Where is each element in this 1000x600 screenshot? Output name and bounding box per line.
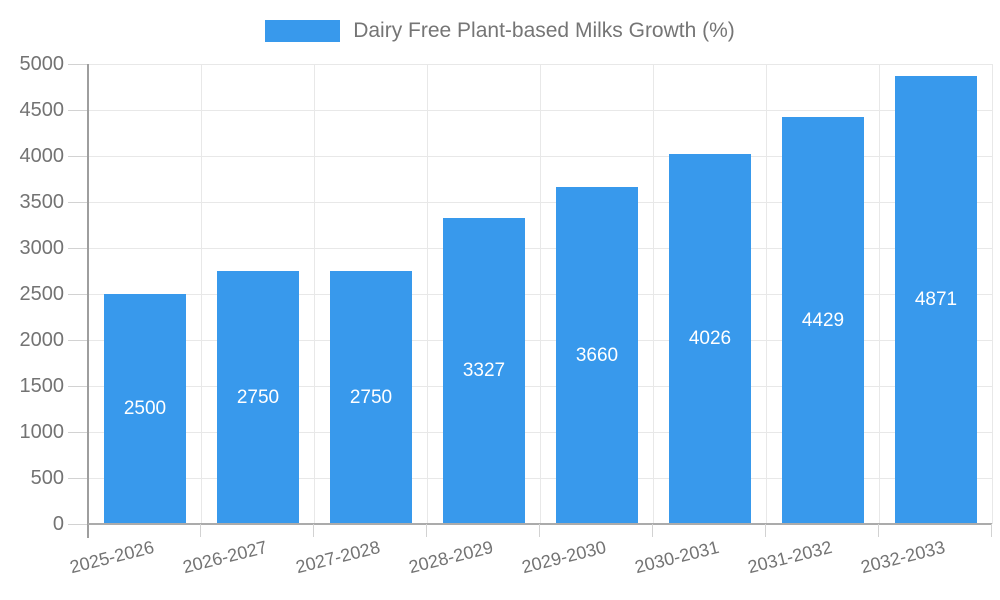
y-axis-tick — [68, 63, 88, 65]
y-axis-tick — [68, 109, 88, 111]
bar-value-label: 4871 — [914, 289, 958, 310]
legend-label: Dairy Free Plant-based Milks Growth (%) — [353, 19, 735, 42]
y-tick-label: 3000 — [19, 237, 65, 259]
y-tick-label: 0 — [52, 513, 64, 535]
x-tick-label-2026-2027: 2026-2027 — [180, 536, 270, 578]
grid-line-vertical — [652, 64, 654, 524]
y-tick-label: 3500 — [19, 191, 65, 213]
grid-line-vertical — [313, 64, 315, 524]
bar-2026-2027[interactable] — [217, 271, 299, 524]
y-tick-label: 2000 — [19, 329, 65, 351]
y-tick-label: 4500 — [19, 99, 65, 121]
y-tick-label: 2500 — [19, 283, 65, 305]
y-axis-tick — [68, 293, 88, 295]
bar-value-label: 2750 — [349, 387, 393, 408]
y-axis-tick — [68, 247, 88, 249]
y-axis-tick — [68, 477, 88, 479]
y-axis-tick — [68, 431, 88, 433]
grid-line-vertical — [765, 64, 767, 524]
x-axis-tick — [878, 524, 879, 537]
legend-swatch-icon — [265, 20, 341, 42]
grid-line-vertical — [200, 64, 202, 524]
y-tick-label: 5000 — [19, 53, 65, 75]
y-axis-line — [87, 64, 89, 538]
y-tick-label: 4000 — [19, 145, 65, 167]
bar-2032-2033[interactable] — [895, 76, 977, 524]
bar-2027-2028[interactable] — [330, 271, 412, 524]
grid-line-vertical — [426, 64, 428, 524]
y-axis-tick — [68, 385, 88, 387]
x-tick-label-2025-2026: 2025-2026 — [67, 536, 157, 578]
bar-value-label: 2500 — [123, 398, 167, 419]
x-tick-label-2031-2032: 2031-2032 — [745, 536, 835, 578]
x-tick-label-2027-2028: 2027-2028 — [293, 536, 383, 578]
x-axis-tick — [200, 524, 201, 537]
chart-legend[interactable]: Dairy Free Plant-based Milks Growth (%) — [0, 18, 1000, 44]
x-tick-label-2029-2030: 2029-2030 — [519, 536, 609, 578]
x-axis-tick — [765, 524, 766, 537]
bar-value-label: 2750 — [236, 387, 280, 408]
y-axis-tick — [68, 339, 88, 341]
y-tick-label: 500 — [30, 467, 64, 489]
x-tick-label-2028-2029: 2028-2029 — [406, 536, 496, 578]
x-tick-label-2030-2031: 2030-2031 — [632, 536, 722, 578]
y-axis-tick — [68, 201, 88, 203]
x-axis-tick — [652, 524, 653, 537]
bar-2030-2031[interactable] — [669, 154, 751, 524]
grid-line-vertical — [878, 64, 880, 524]
bar-value-label: 3660 — [575, 345, 619, 366]
bar-2031-2032[interactable] — [782, 117, 864, 524]
x-axis-tick — [426, 524, 427, 537]
bar-2025-2026[interactable] — [104, 294, 186, 524]
y-axis-tick — [68, 155, 88, 157]
bar-value-label: 3327 — [462, 360, 506, 381]
bar-value-label: 4026 — [688, 328, 732, 349]
y-tick-label: 1500 — [19, 375, 65, 397]
grid-line-vertical — [539, 64, 541, 524]
bar-2029-2030[interactable] — [556, 187, 638, 524]
y-tick-label: 1000 — [19, 421, 65, 443]
bar-2028-2029[interactable] — [443, 218, 525, 524]
x-axis-line — [88, 523, 992, 525]
x-tick-label-2032-2033: 2032-2033 — [858, 536, 948, 578]
x-axis-tick — [539, 524, 540, 537]
grid-line-vertical — [991, 64, 993, 524]
y-axis-tick — [68, 523, 88, 525]
x-axis-tick — [313, 524, 314, 537]
x-axis-tick — [991, 524, 992, 537]
bar-value-label: 4429 — [801, 310, 845, 331]
